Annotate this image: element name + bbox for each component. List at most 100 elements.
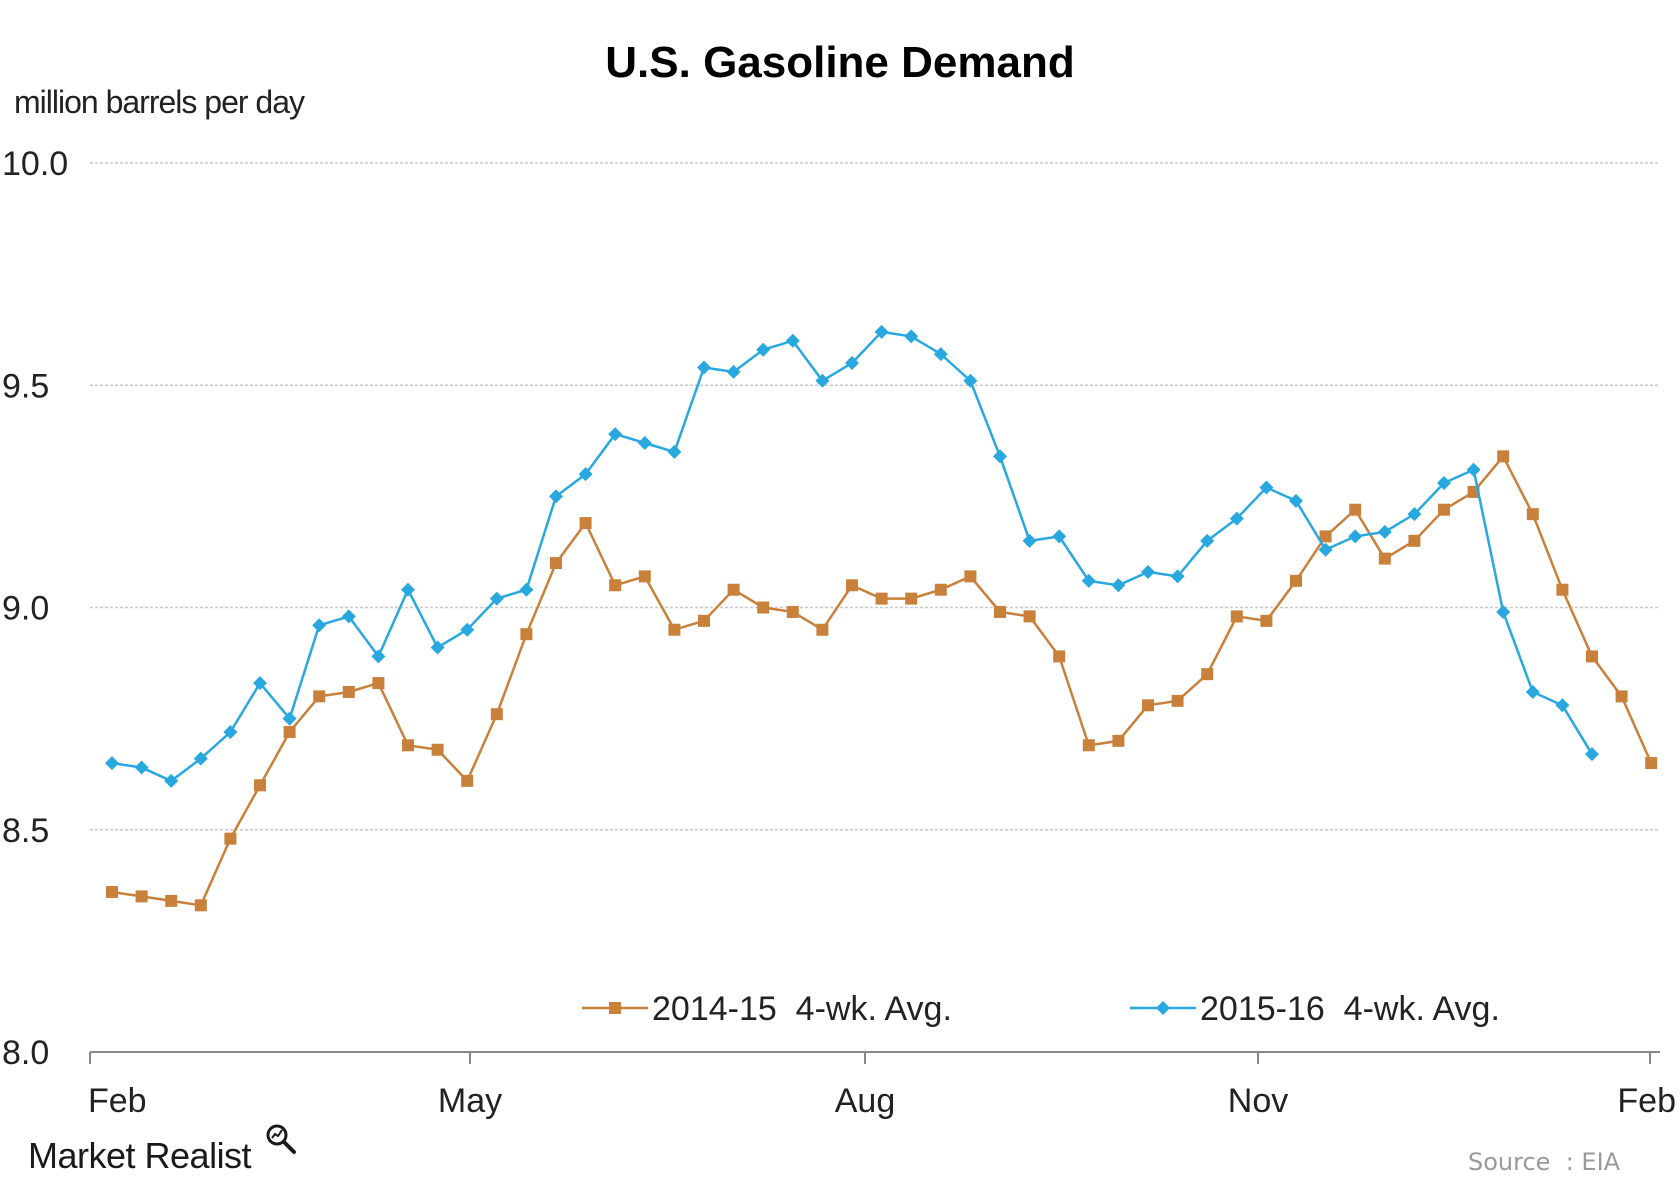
chart-title: U.S. Gasoline Demand [605, 38, 1075, 87]
series-1 [106, 450, 1658, 912]
data-point [905, 592, 918, 605]
data-point [1082, 739, 1095, 752]
data-point [933, 347, 948, 362]
brand-logo-text: Market Realist [28, 1135, 252, 1176]
legend-label: 2014-15 4-wk. Avg. [652, 990, 952, 1028]
data-point [283, 725, 296, 738]
source-note: Source : EIA [1468, 1148, 1621, 1176]
data-point [816, 623, 829, 636]
data-point [549, 489, 563, 504]
series-line [111, 454, 1653, 907]
data-point [1201, 668, 1214, 681]
data-point [1052, 529, 1067, 544]
data-point [313, 690, 326, 703]
data-point [668, 623, 681, 636]
gridlines [90, 162, 1660, 831]
data-point [165, 894, 178, 907]
data-point [993, 449, 1007, 464]
data-point [904, 329, 919, 344]
data-point [223, 724, 238, 739]
y-tick-label: 8.5 [2, 812, 49, 850]
data-point [282, 711, 297, 726]
data-point [1318, 542, 1333, 557]
data-point [638, 570, 651, 583]
data-point [1348, 529, 1363, 544]
data-point [135, 890, 148, 903]
data-point [1289, 493, 1303, 508]
data-point [1615, 690, 1628, 703]
x-tick-label: Feb [1617, 1082, 1676, 1120]
data-point [519, 582, 534, 597]
data-point [579, 517, 592, 530]
data-point [1437, 476, 1451, 491]
data-point [1319, 530, 1332, 543]
data-point [1555, 698, 1570, 713]
legend-label: 2015-16 4-wk. Avg. [1200, 990, 1500, 1028]
data-point [1111, 578, 1126, 593]
data-point [1408, 534, 1421, 547]
data-point [1586, 650, 1598, 663]
data-point [431, 743, 444, 756]
data-point [875, 592, 888, 605]
data-point [105, 756, 119, 771]
data-point [934, 583, 947, 596]
y-tick-label: 8.0 [2, 1034, 49, 1072]
data-point [1200, 533, 1215, 548]
data-point [874, 324, 889, 339]
data-point [1230, 610, 1243, 623]
data-point [757, 601, 770, 614]
data-point [1645, 757, 1658, 770]
data-point [1022, 533, 1037, 548]
data-point [963, 373, 978, 388]
y-tick-label: 10.0 [2, 145, 68, 183]
data-point [461, 774, 474, 787]
data-point [1142, 699, 1154, 712]
data-point [1053, 650, 1066, 663]
data-point [402, 739, 414, 752]
data-point [1438, 503, 1450, 516]
legend-item-1: 2014-15 4-wk. Avg. [582, 990, 952, 1028]
data-point [1112, 734, 1125, 747]
data-point [815, 373, 830, 388]
data-point [1497, 450, 1510, 463]
data-point [224, 832, 237, 845]
data-point [756, 342, 771, 357]
data-point [1290, 574, 1302, 587]
y-axis-label: million barrels per day [14, 84, 305, 120]
data-point [342, 685, 355, 698]
data-point [194, 899, 207, 912]
data-point [490, 708, 503, 721]
data-point [994, 605, 1006, 618]
data-point [578, 467, 593, 482]
data-point [1407, 507, 1422, 522]
data-point [401, 582, 415, 597]
data-point [1585, 747, 1599, 762]
legend-marker [1156, 1001, 1170, 1015]
data-point [845, 356, 859, 371]
data-point [667, 444, 682, 459]
data-point [608, 427, 623, 442]
data-point [637, 436, 652, 451]
data-point [786, 605, 799, 618]
data-point [1081, 573, 1096, 588]
data-point [134, 760, 149, 775]
data-point [489, 591, 504, 606]
data-point [1260, 614, 1273, 627]
data-point [1526, 508, 1539, 521]
data-point [964, 570, 977, 583]
legend-item-2: 2015-16 4-wk. Avg. [1130, 990, 1500, 1028]
data-point [341, 609, 356, 624]
data-point [846, 579, 858, 592]
data-point [254, 779, 266, 792]
data-point [372, 677, 385, 690]
data-point [698, 614, 710, 627]
legend: 2014-15 4-wk. Avg. 2015-16 4-wk. Avg. [582, 990, 1500, 1028]
series-lines [105, 324, 1658, 912]
data-point [1378, 552, 1391, 565]
x-tick-label: Aug [835, 1082, 896, 1120]
data-point [312, 618, 327, 633]
data-point [371, 649, 386, 664]
data-point [1556, 583, 1569, 596]
data-point [727, 583, 740, 596]
data-point [1466, 462, 1481, 477]
